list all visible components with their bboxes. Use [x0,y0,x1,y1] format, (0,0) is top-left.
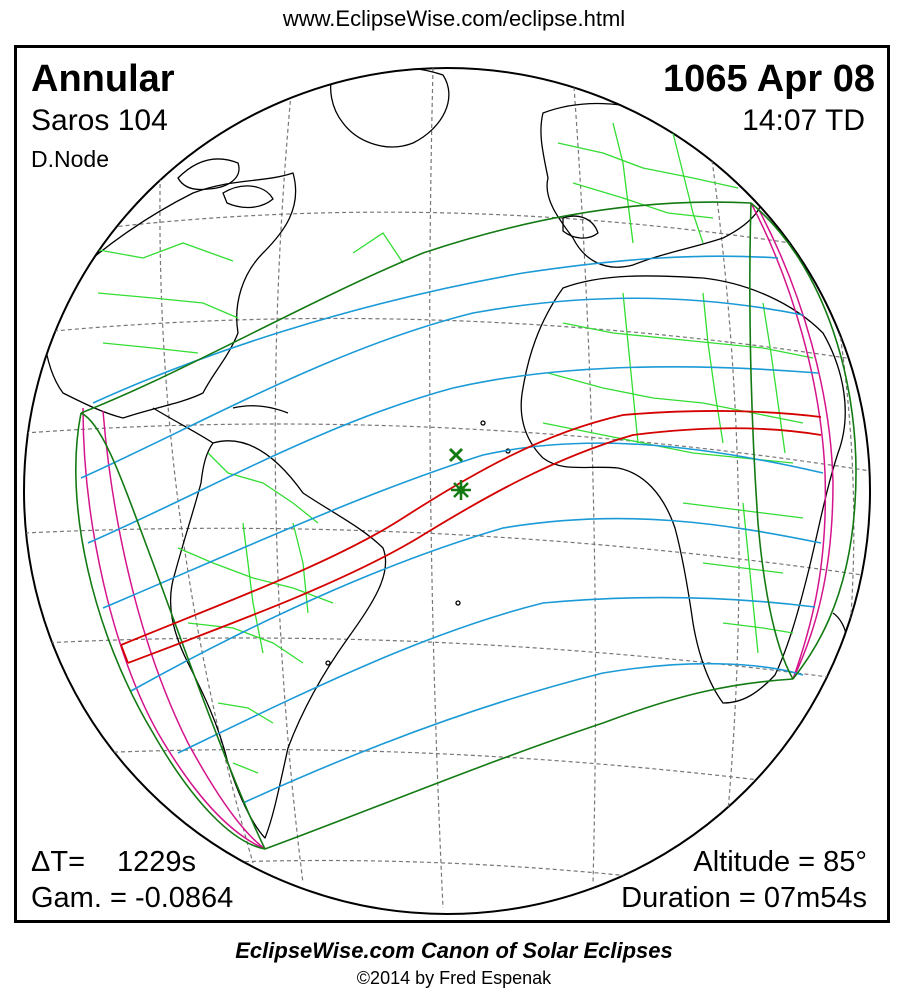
globe-map [23,67,871,915]
eclipse-type: Annular [31,58,175,100]
copyright: ©2014 by Fred Espenak [356,968,552,988]
node-label: D.Node [31,146,109,172]
coastlines [42,68,849,839]
eclipse-map-frame: Annular Saros 104 D.Node 1065 Apr 08 14:… [14,45,890,923]
rise-set-curves [82,202,834,850]
duration-value: Duration = 07m54s [621,882,867,914]
central-path [120,410,822,664]
eclipse-time: 14:07 TD [742,104,865,137]
saros-number: Saros 104 [31,104,168,137]
altitude-value: Altitude = 85° [693,846,867,878]
delta-t-value: 1229s [117,846,197,878]
canon-title: EclipseWise.com Canon of Solar Eclipses [235,938,673,963]
graticule [24,68,870,909]
delta-t-label: ΔT= [31,846,86,878]
url-header: www.EclipseWise.com/eclipse.html [282,6,626,31]
greatest-duration-x [448,447,464,463]
penumbral-lines [80,255,824,804]
greatest-eclipse-star [451,480,471,500]
eclipse-date: 1065 Apr 08 [663,58,875,100]
gamma-value: Gam. = -0.0864 [31,882,234,914]
outer-limits [75,201,857,850]
